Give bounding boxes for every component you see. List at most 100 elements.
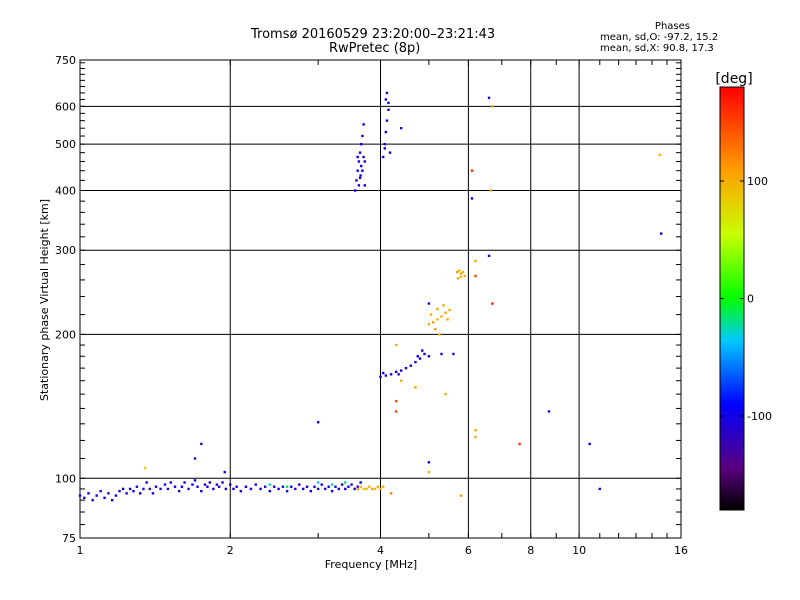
data-point [217,485,221,488]
x-tick-label: 2 [227,544,234,557]
data-point [438,333,441,336]
data-point [187,487,190,491]
x-tick-label: 1 [77,544,84,557]
data-point [388,151,392,154]
data-point [196,485,199,488]
y-tick-label: 500 [55,138,76,151]
data-point [385,119,389,122]
data-point [290,485,293,488]
data-point [361,134,364,138]
data-point [404,366,408,370]
data-point [456,270,459,274]
data-point [421,349,424,352]
data-point [200,442,203,446]
data-point [487,254,491,258]
data-point [431,321,435,324]
data-point [474,259,477,263]
data-point [337,487,341,491]
data-point [125,492,128,495]
data-point [384,98,388,101]
data-point [229,483,232,486]
data-point [359,485,362,488]
y-tick-label: 300 [55,244,76,257]
data-point [414,360,417,364]
data-point [294,487,297,491]
data-point [208,481,212,484]
data-point [357,184,361,187]
data-point [379,375,382,379]
data-point [381,485,385,488]
data-point [142,487,145,491]
data-point [193,479,197,482]
data-point [359,481,362,484]
data-point [78,494,82,497]
data-point [379,487,382,491]
data-point [138,492,142,495]
data-point [389,492,393,495]
data-point [446,318,449,321]
data-point [145,481,148,484]
data-point [330,489,334,493]
data-point [399,126,403,130]
data-point [281,485,285,488]
x-tick-label: 4 [377,544,384,557]
data-point [461,270,465,274]
data-point [301,487,305,491]
data-point [389,373,393,376]
data-point [309,489,312,493]
data-point [285,489,289,493]
data-point [381,371,385,375]
data-point [135,485,139,488]
data-point [212,487,215,491]
data-point [459,494,463,497]
data-point [588,442,591,446]
data-point [320,483,323,486]
data-point [235,485,238,488]
data-point [166,487,170,491]
data-point [365,487,368,491]
data-point [215,483,219,486]
data-point [436,307,439,311]
data-point [547,410,551,413]
data-point [385,91,389,95]
data-point [416,355,419,358]
data-point [110,498,114,502]
data-point [330,483,334,486]
y-tick-label: 75 [62,532,76,545]
data-point [154,485,158,488]
data-point [459,272,463,275]
data-point [376,485,379,488]
data-point [103,496,106,500]
y-tick-label: 750 [55,54,76,67]
data-point [264,485,267,488]
data-point [183,481,186,484]
data-point [355,179,358,182]
data-point [487,96,491,100]
data-point [273,485,276,488]
y-tick-label: 600 [55,100,76,113]
data-point [459,275,463,278]
data-point [180,485,184,488]
data-point [358,176,362,180]
data-point [327,485,330,488]
data-point [361,169,364,172]
data-point [470,169,474,172]
data-point [344,487,347,491]
data-point [383,142,386,146]
data-point [298,483,301,486]
data-point [224,487,228,491]
data-point [99,489,102,493]
colorbar-label: [deg] [715,71,752,87]
data-point [268,483,271,486]
y-tick-label: 400 [55,184,76,197]
data-point [360,164,363,168]
x-tick-label: 8 [527,544,534,557]
data-point [394,370,398,374]
data-point [442,304,445,307]
data-point [394,399,398,403]
data-point [384,374,388,377]
data-point [489,189,492,192]
data-point [456,277,460,280]
data-point [357,160,361,163]
